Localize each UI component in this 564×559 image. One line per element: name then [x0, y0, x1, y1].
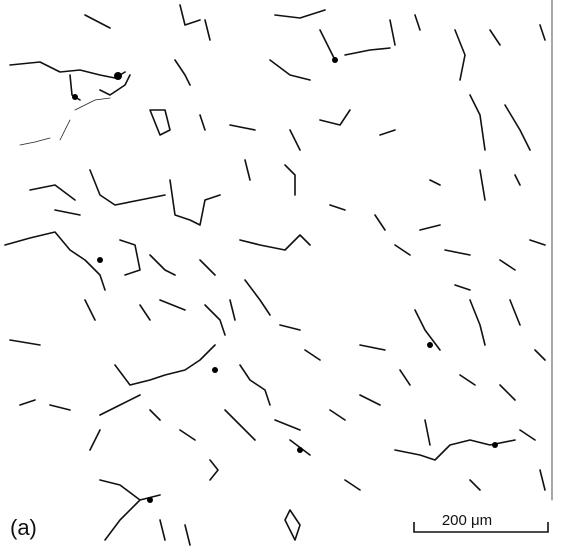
boundary: [99, 459, 361, 546]
scale-bar-line: [413, 522, 549, 533]
boundary: [329, 204, 546, 291]
boundary: [4, 231, 311, 291]
panel-label: (a): [10, 515, 37, 540]
precipitate: [297, 447, 303, 453]
boundary: [359, 369, 546, 491]
precipitate: [212, 367, 218, 373]
boundary: [19, 97, 111, 146]
precipitate: [97, 257, 103, 263]
scale-bar: 200 μm: [413, 512, 549, 533]
precipitate: [427, 342, 433, 348]
boundary: [84, 279, 321, 361]
boundary: [239, 299, 546, 431]
precipitate: [332, 57, 338, 63]
boundary: [84, 4, 326, 86]
boundary: [9, 339, 216, 416]
boundary: [29, 159, 296, 226]
precipitate: [147, 497, 153, 503]
precipitate: [72, 94, 78, 100]
scale-bar-label: 200 μm: [442, 512, 492, 529]
precipitate: [114, 72, 122, 80]
boundary: [269, 14, 546, 81]
precipitate: [492, 442, 498, 448]
boundary: [149, 109, 351, 151]
boundary: [379, 94, 531, 201]
grain-boundaries: [4, 0, 553, 546]
